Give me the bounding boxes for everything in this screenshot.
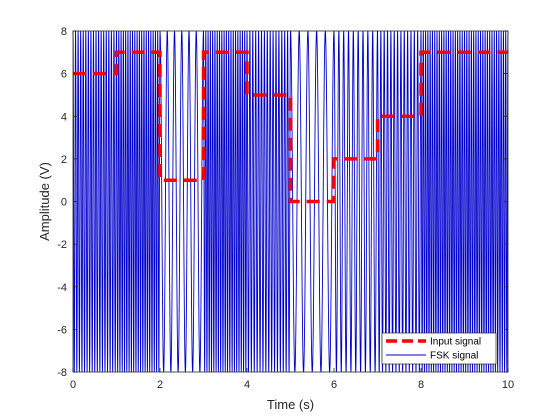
series-line-input-signal [73, 50, 508, 204]
y-tick-label: 4 [61, 111, 67, 123]
y-axis-label: Amplitude (V) [37, 162, 52, 241]
legend-label-fsk-signal: FSK signal [430, 351, 478, 362]
y-tick-label: -2 [57, 239, 67, 251]
x-tick-label: 8 [418, 379, 424, 391]
legend-label-input-signal: Input signal [430, 337, 481, 348]
legend-box [381, 332, 497, 365]
x-tick-label: 4 [244, 379, 250, 391]
series-layer [73, 31, 508, 372]
y-tick-label: 2 [61, 154, 67, 166]
legend: Input signal FSK signal [381, 332, 497, 365]
y-tick-label: 6 [61, 69, 67, 81]
series-line-fsk-signal [73, 31, 508, 372]
x-tick-label: 2 [157, 379, 163, 391]
y-tick-label: 8 [61, 26, 67, 38]
x-tick-label: 6 [331, 379, 337, 391]
y-tick-label: 0 [61, 197, 67, 209]
y-tick-label: -6 [57, 324, 67, 336]
x-tick-label: 10 [502, 379, 514, 391]
y-tick-label: -4 [57, 282, 67, 294]
y-tick-label: -8 [57, 367, 67, 379]
x-tick-label: 0 [70, 379, 76, 391]
x-axis-label: Time (s) [267, 397, 314, 412]
ticks-layer: 0 2 4 6 8 10 -8 -6 -4 -2 0 2 4 6 8 [57, 26, 514, 391]
